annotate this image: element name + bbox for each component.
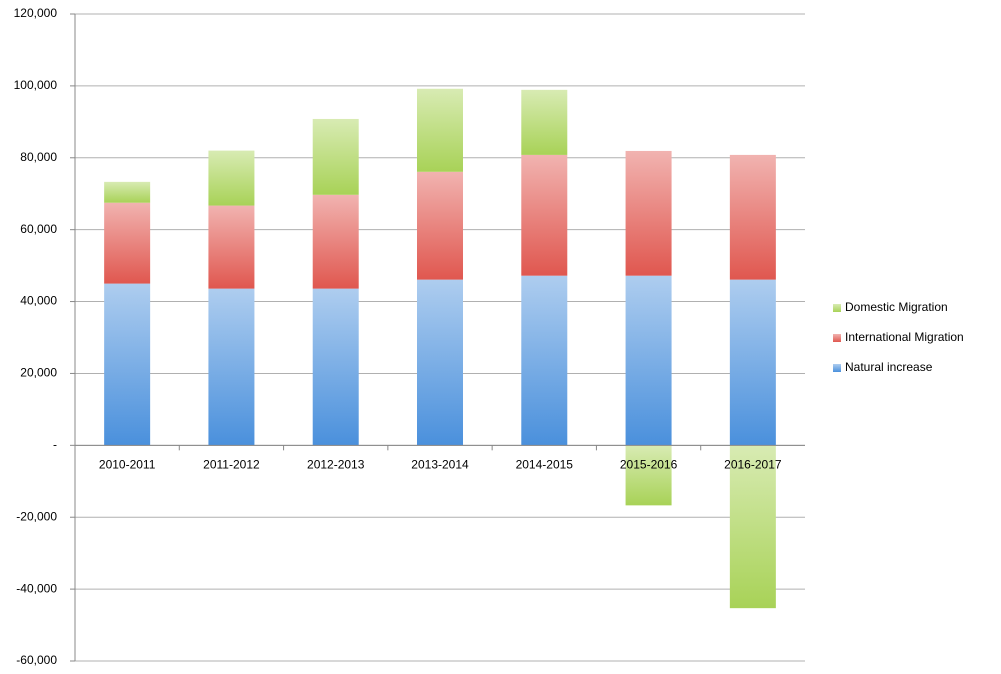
- y-tick-label: -60,000: [16, 653, 57, 667]
- legend-swatch: [833, 334, 841, 342]
- bar-segment: [729, 154, 776, 280]
- y-tick-label: 80,000: [20, 150, 57, 164]
- bar-segment: [729, 279, 776, 446]
- bar-segment: [521, 275, 568, 446]
- bar-segment: [625, 275, 672, 446]
- bar-segment: [312, 118, 359, 195]
- y-tick-label: 100,000: [14, 78, 58, 92]
- y-tick-label: 60,000: [20, 222, 57, 236]
- bar-segment: [625, 445, 672, 506]
- bar-segment: [104, 283, 151, 446]
- bar-segment: [208, 205, 255, 289]
- legend-label: International Migration: [845, 330, 964, 344]
- x-tick-label: 2012-2013: [307, 458, 365, 472]
- bar-segment: [208, 150, 255, 206]
- legend-label: Domestic Migration: [845, 300, 948, 314]
- y-tick-label: -40,000: [16, 581, 57, 595]
- bar-segment: [104, 181, 151, 203]
- x-tick-label: 2011-2012: [203, 458, 260, 472]
- bar-segment: [208, 288, 255, 446]
- x-tick-label: 2013-2014: [411, 458, 469, 472]
- y-tick-label: 120,000: [14, 6, 58, 20]
- bar-segment: [729, 445, 776, 609]
- y-tick-label: 40,000: [20, 294, 57, 308]
- y-tick-label: -: [53, 438, 57, 452]
- x-tick-label: 2015-2016: [620, 458, 678, 472]
- bar-segment: [104, 202, 151, 284]
- bar-segment: [521, 89, 568, 155]
- legend-swatch: [833, 364, 841, 372]
- y-tick-label: 20,000: [20, 366, 57, 380]
- legend-label: Natural increase: [845, 360, 933, 374]
- legend-swatch: [833, 304, 841, 312]
- y-tick-label: -20,000: [16, 509, 57, 523]
- bar-segment: [625, 150, 672, 276]
- x-tick-label: 2016-2017: [724, 458, 782, 472]
- bar-segment: [417, 279, 463, 446]
- bar-segment: [417, 88, 463, 172]
- x-tick-label: 2010-2011: [99, 458, 156, 472]
- bar-segment: [312, 194, 359, 289]
- x-tick-label: 2014-2015: [516, 458, 574, 472]
- bar-segment: [312, 288, 359, 446]
- bar-segment: [417, 171, 463, 280]
- bar-segment: [521, 154, 568, 276]
